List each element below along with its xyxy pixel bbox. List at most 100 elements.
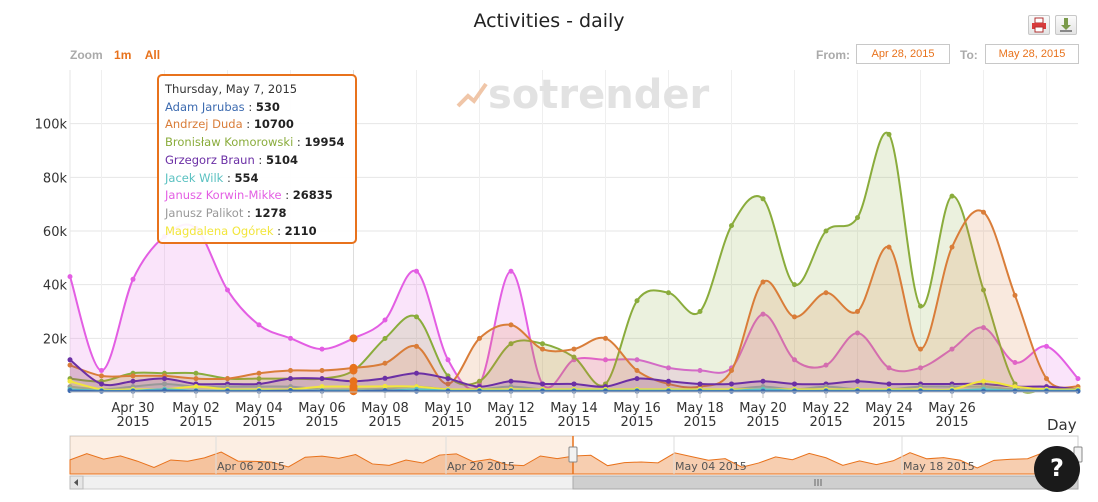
data-point[interactable] <box>445 357 451 363</box>
data-point[interactable] <box>414 388 419 394</box>
data-point[interactable] <box>540 341 545 347</box>
data-point[interactable] <box>130 378 136 384</box>
data-point[interactable] <box>162 381 167 387</box>
data-point[interactable] <box>256 322 262 328</box>
data-point[interactable] <box>130 276 136 282</box>
data-point[interactable] <box>729 368 734 374</box>
data-point[interactable] <box>634 368 640 374</box>
data-point[interactable] <box>1012 359 1018 365</box>
data-point[interactable] <box>823 290 829 296</box>
data-point[interactable] <box>792 388 797 394</box>
data-point[interactable] <box>193 376 199 382</box>
data-point[interactable] <box>571 354 577 360</box>
data-point[interactable] <box>256 370 262 376</box>
data-point[interactable] <box>319 346 325 352</box>
data-point[interactable] <box>382 335 388 341</box>
data-point[interactable] <box>571 346 577 352</box>
data-point[interactable] <box>981 388 986 394</box>
data-point[interactable] <box>792 381 797 387</box>
data-point[interactable] <box>792 314 797 320</box>
data-point[interactable] <box>445 376 451 382</box>
data-point[interactable] <box>508 378 514 384</box>
data-point[interactable] <box>67 362 73 368</box>
data-point[interactable] <box>99 388 104 394</box>
data-point[interactable] <box>1075 388 1081 394</box>
data-point[interactable] <box>382 360 388 366</box>
data-point[interactable] <box>697 309 703 314</box>
data-point[interactable] <box>67 357 73 363</box>
data-point[interactable] <box>603 388 608 394</box>
navigator-handle-left[interactable] <box>568 446 578 463</box>
data-point[interactable] <box>697 381 703 387</box>
data-point[interactable] <box>67 274 73 280</box>
data-point[interactable] <box>1044 376 1049 382</box>
data-point[interactable] <box>288 376 293 382</box>
data-point[interactable] <box>540 346 545 352</box>
data-point[interactable] <box>382 317 388 323</box>
data-point[interactable] <box>1012 384 1018 390</box>
data-point[interactable] <box>99 381 104 387</box>
data-point[interactable] <box>1044 388 1049 394</box>
data-point[interactable] <box>918 388 923 394</box>
data-point[interactable] <box>603 357 608 363</box>
data-point[interactable] <box>949 193 955 199</box>
navigator[interactable]: Apr 06 2015 Apr 20 2015 May 04 2015 May 18 … <box>69 435 1083 490</box>
data-point[interactable] <box>414 370 419 376</box>
data-point[interactable] <box>319 368 325 374</box>
data-point[interactable] <box>99 373 104 379</box>
data-point[interactable] <box>855 215 860 221</box>
data-point[interactable] <box>823 362 829 368</box>
data-point[interactable] <box>760 279 766 285</box>
data-point[interactable] <box>729 223 734 229</box>
data-point[interactable] <box>67 378 73 384</box>
data-point[interactable] <box>288 368 293 374</box>
data-point[interactable] <box>508 268 514 274</box>
data-point[interactable] <box>634 376 640 382</box>
data-point[interactable] <box>760 311 766 317</box>
data-point[interactable] <box>981 325 986 331</box>
data-point[interactable] <box>540 381 545 387</box>
data-point[interactable] <box>666 290 671 296</box>
zoom-1m-button[interactable]: 1m <box>114 48 132 62</box>
data-point[interactable] <box>760 196 766 202</box>
data-point[interactable] <box>855 309 860 314</box>
data-point[interactable] <box>193 370 199 376</box>
data-point[interactable] <box>414 314 419 320</box>
data-point[interactable] <box>666 378 671 384</box>
scrollbar-thumb[interactable] <box>572 475 1079 490</box>
data-point[interactable] <box>414 268 419 274</box>
data-point[interactable] <box>288 335 293 341</box>
data-point[interactable] <box>130 373 136 379</box>
data-point[interactable] <box>319 384 325 390</box>
data-point[interactable] <box>634 298 640 304</box>
data-point[interactable] <box>319 376 325 382</box>
data-point[interactable] <box>949 244 955 250</box>
data-point[interactable] <box>729 381 734 387</box>
data-point[interactable] <box>540 388 545 394</box>
data-point[interactable] <box>349 363 358 372</box>
data-point[interactable] <box>918 346 923 352</box>
download-button[interactable] <box>1055 15 1077 35</box>
data-point[interactable] <box>349 334 358 343</box>
data-point[interactable] <box>1012 292 1018 298</box>
data-point[interactable] <box>918 365 923 371</box>
help-chat-button[interactable]: ? <box>1034 446 1080 492</box>
data-point[interactable] <box>855 378 860 384</box>
data-point[interactable] <box>981 378 986 384</box>
data-point[interactable] <box>855 330 860 336</box>
data-point[interactable] <box>477 335 482 341</box>
data-point[interactable] <box>1075 376 1081 382</box>
data-point[interactable] <box>349 387 358 396</box>
data-point[interactable] <box>886 131 892 137</box>
data-point[interactable] <box>382 375 388 381</box>
data-point[interactable] <box>1044 343 1049 349</box>
data-point[interactable] <box>729 388 734 394</box>
data-point[interactable] <box>225 388 230 394</box>
data-point[interactable] <box>225 376 230 382</box>
data-point[interactable] <box>886 381 892 387</box>
data-point[interactable] <box>666 365 671 371</box>
data-point[interactable] <box>886 365 892 371</box>
data-point[interactable] <box>193 384 199 390</box>
data-point[interactable] <box>981 287 986 293</box>
data-point[interactable] <box>760 378 766 384</box>
